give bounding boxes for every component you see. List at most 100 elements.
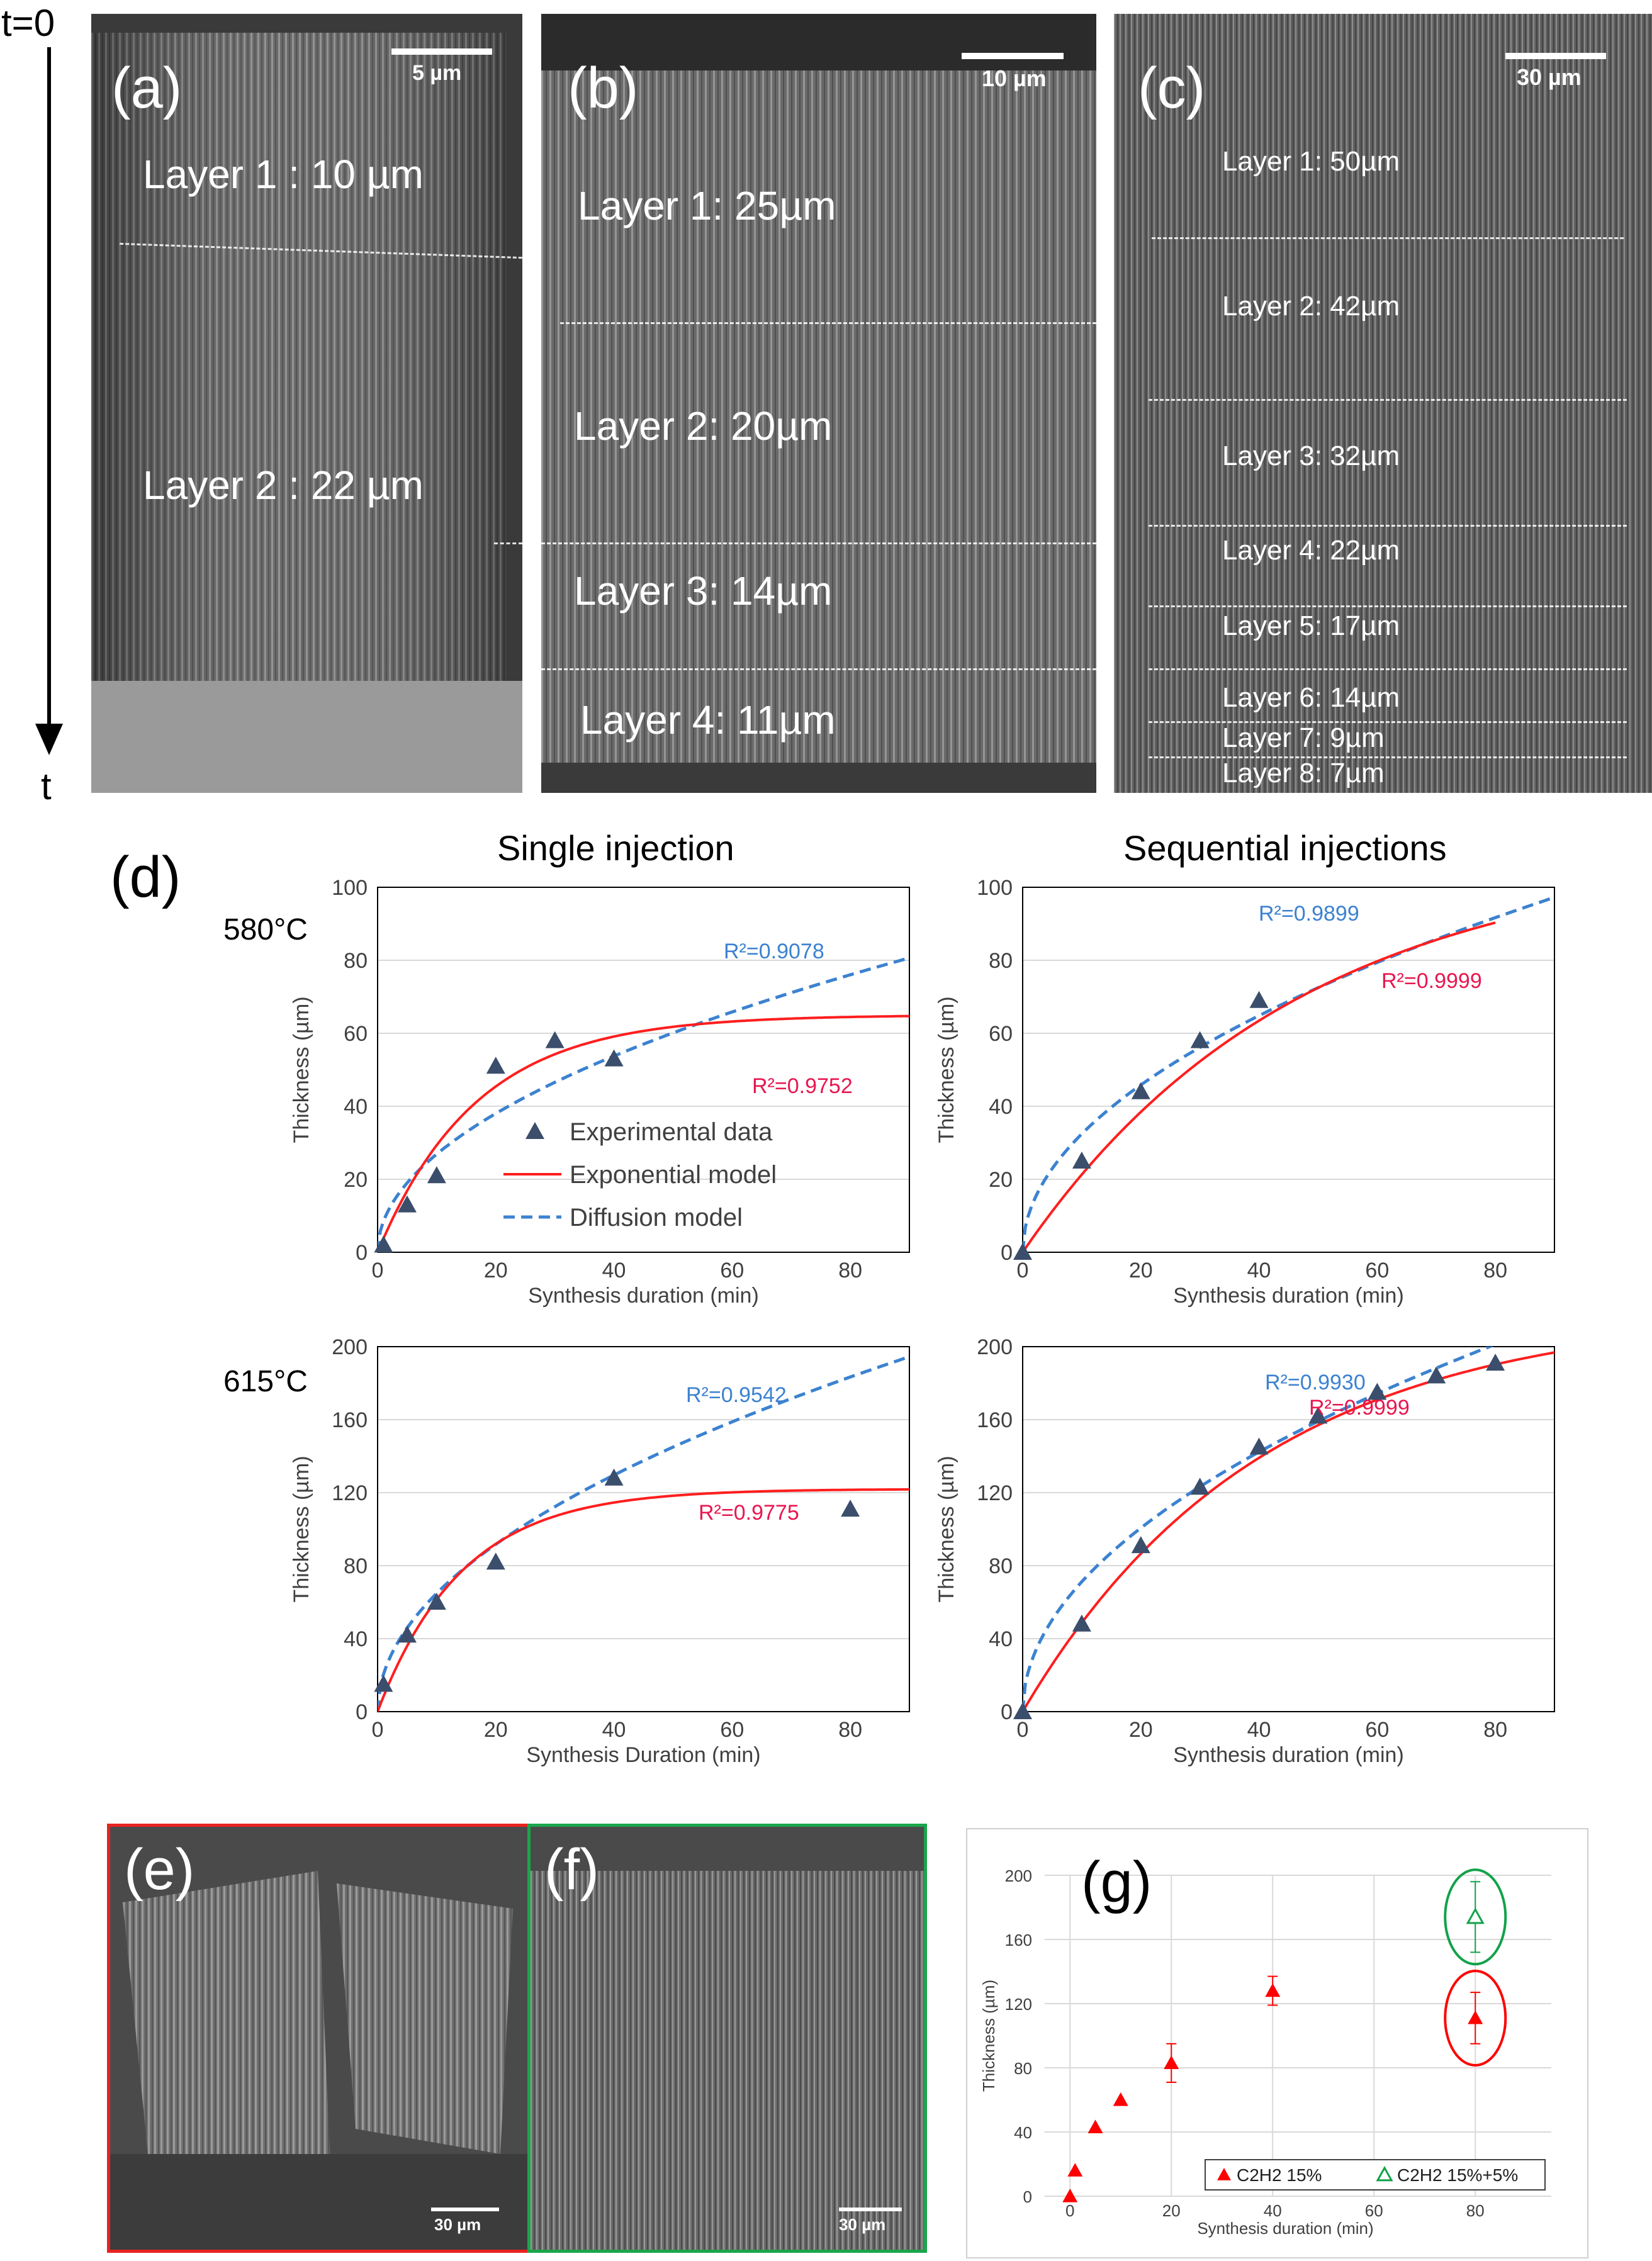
data-point-15pct xyxy=(1062,2189,1078,2202)
data-point-15-5pct xyxy=(1466,1907,1485,1924)
r2-exponential-label: R²=0.9999 xyxy=(1309,1396,1410,1420)
data-point xyxy=(486,1552,505,1570)
legend-marker-data xyxy=(525,1122,544,1139)
layer-label-c6: Layer 6: 14µm xyxy=(1222,682,1400,713)
x-tick-label: 0 xyxy=(372,1259,384,1282)
plot-border xyxy=(1022,1346,1555,1712)
y-tick-label: 120 xyxy=(977,1481,1013,1505)
diffusion-model-line xyxy=(378,1355,909,1712)
x-tick-label: 60 xyxy=(1365,1259,1389,1282)
layer-boundary-c4 xyxy=(1149,605,1627,607)
diffusion-model-line xyxy=(378,956,909,1252)
scalebar-e xyxy=(431,2208,499,2211)
data-point xyxy=(397,1195,417,1213)
layer-label-c3: Layer 3: 32µm xyxy=(1222,440,1400,471)
layer-label-a2: Layer 2 : 22 µm xyxy=(143,463,424,508)
data-point xyxy=(604,1049,624,1067)
y-tick-label: 60 xyxy=(989,1022,1013,1046)
scalebar-f xyxy=(839,2208,902,2211)
y-tick-label: 40 xyxy=(989,1095,1013,1119)
data-point xyxy=(1249,990,1269,1008)
data-point xyxy=(1072,1614,1091,1632)
chart-g: 0 40 80 120 160 200 0 20 40 60 80 Synthesis duratio… xyxy=(979,1866,1551,2238)
legend-box xyxy=(1205,2159,1546,2191)
scalebar-a xyxy=(391,48,492,55)
y-tick-label: 200 xyxy=(332,1335,368,1359)
r2-diffusion-label: R²=0.9930 xyxy=(1265,1371,1366,1394)
r2-exponential-label: R²=0.9752 xyxy=(752,1074,853,1098)
panel-b-label: (b) xyxy=(568,56,639,120)
x-tick-label: 40 xyxy=(602,1259,626,1282)
scalebar-c xyxy=(1505,53,1606,59)
layer-boundary-a2 xyxy=(494,542,522,544)
temp-label-615: 615°C xyxy=(223,1365,308,1398)
x-tick-label: 60 xyxy=(720,1718,744,1742)
panel-e-label: (e) xyxy=(124,1837,195,1902)
y-tick-label: 80 xyxy=(989,949,1013,973)
panel-d-label: (d) xyxy=(110,845,181,909)
y-tick-label: 100 xyxy=(332,876,368,900)
x-tick-label: 0 xyxy=(1017,1718,1029,1742)
data-point-15pct xyxy=(1164,2055,1179,2069)
legend-label-15-5pct: C2H2 15%+5% xyxy=(1397,2165,1518,2185)
layer-label-b3: Layer 3: 14µm xyxy=(574,568,833,614)
x-tick-label: 80 xyxy=(1466,2201,1485,2220)
chart-615-single: 0 40 80 120 160 200 0 20 40 60 80 Synthesis Duratio… xyxy=(289,1335,910,1767)
time-arrow xyxy=(35,47,63,755)
x-tick-label: 80 xyxy=(1483,1718,1507,1742)
x-tick-label: 20 xyxy=(1162,2201,1181,2220)
legend-label-15pct: C2H2 15% xyxy=(1237,2165,1322,2185)
y-tick-label: 200 xyxy=(977,1335,1013,1359)
layer-label-c7: Layer 7: 9µm xyxy=(1222,722,1385,753)
y-axis-label: Thickness (µm) xyxy=(289,996,313,1143)
y-tick-label: 0 xyxy=(356,1241,368,1265)
data-point xyxy=(1013,1702,1032,1719)
plot-border xyxy=(377,1346,910,1712)
chart-580-sequential: 0 20 40 60 80 100 0 20 40 60 80 Synthesis duration … xyxy=(935,876,1555,1308)
x-tick-label: 20 xyxy=(1129,1718,1153,1742)
y-tick-label: 0 xyxy=(356,1700,368,1724)
y-axis-label: Thickness (µm) xyxy=(935,1456,958,1602)
y-tick-label: 80 xyxy=(1014,2059,1032,2078)
y-tick-label: 100 xyxy=(977,876,1013,900)
data-point xyxy=(427,1166,446,1184)
layer-boundary-c1 xyxy=(1152,237,1624,239)
plot-border xyxy=(377,887,910,1253)
panel-c-label: (c) xyxy=(1138,56,1206,120)
layer-boundary-b2 xyxy=(541,542,1096,544)
y-tick-label: 40 xyxy=(989,1627,1013,1651)
layer-label-c8: Layer 8: 7µm xyxy=(1222,758,1385,788)
data-point xyxy=(374,1675,393,1692)
diffusion-model-line xyxy=(1023,1347,1494,1712)
layer-label-b4: Layer 4: 11µm xyxy=(580,697,836,743)
y-tick-label: 160 xyxy=(977,1408,1013,1432)
data-point xyxy=(1249,1437,1269,1455)
r2-diffusion-label: R²=0.9542 xyxy=(686,1383,787,1407)
layer-boundary-c6 xyxy=(1149,721,1627,723)
y-tick-label: 80 xyxy=(344,1554,368,1578)
time-end-label: t xyxy=(41,765,52,807)
sem-image-b: (b) 10 µm Layer 1: 25µm Layer 2: 20µm La… xyxy=(541,14,1096,793)
data-point xyxy=(1190,1478,1210,1495)
exponential-model-line xyxy=(378,1014,909,1252)
legend-marker-15-5pct xyxy=(1376,2165,1393,2182)
layer-label-c1: Layer 1: 50µm xyxy=(1222,146,1400,177)
panel-a-label: (a) xyxy=(111,56,183,120)
highlight-ellipse-red xyxy=(1444,1969,1507,2067)
layer-boundary-c5 xyxy=(1149,668,1627,670)
layer-label-c4: Layer 4: 22µm xyxy=(1222,535,1400,566)
sem-image-f: (f) 30 µm xyxy=(527,1824,927,2253)
y-tick-label: 20 xyxy=(344,1168,368,1192)
layer-boundary-c7 xyxy=(1149,756,1627,758)
layer-boundary-c2 xyxy=(1149,399,1627,401)
data-point xyxy=(1368,1383,1387,1400)
x-tick-label: 40 xyxy=(602,1718,626,1742)
exponential-model-line xyxy=(378,1488,909,1712)
x-axis-label: Synthesis Duration (min) xyxy=(526,1743,760,1767)
diffusion-model-line xyxy=(1023,895,1554,1252)
legend-label-diffusion: Diffusion model xyxy=(570,1204,743,1231)
legend-marker-15pct xyxy=(1217,2168,1231,2180)
x-tick-label: 60 xyxy=(1365,2201,1383,2220)
time-start-label: t=0 xyxy=(1,2,55,44)
layer-boundary-b3 xyxy=(541,668,1096,670)
